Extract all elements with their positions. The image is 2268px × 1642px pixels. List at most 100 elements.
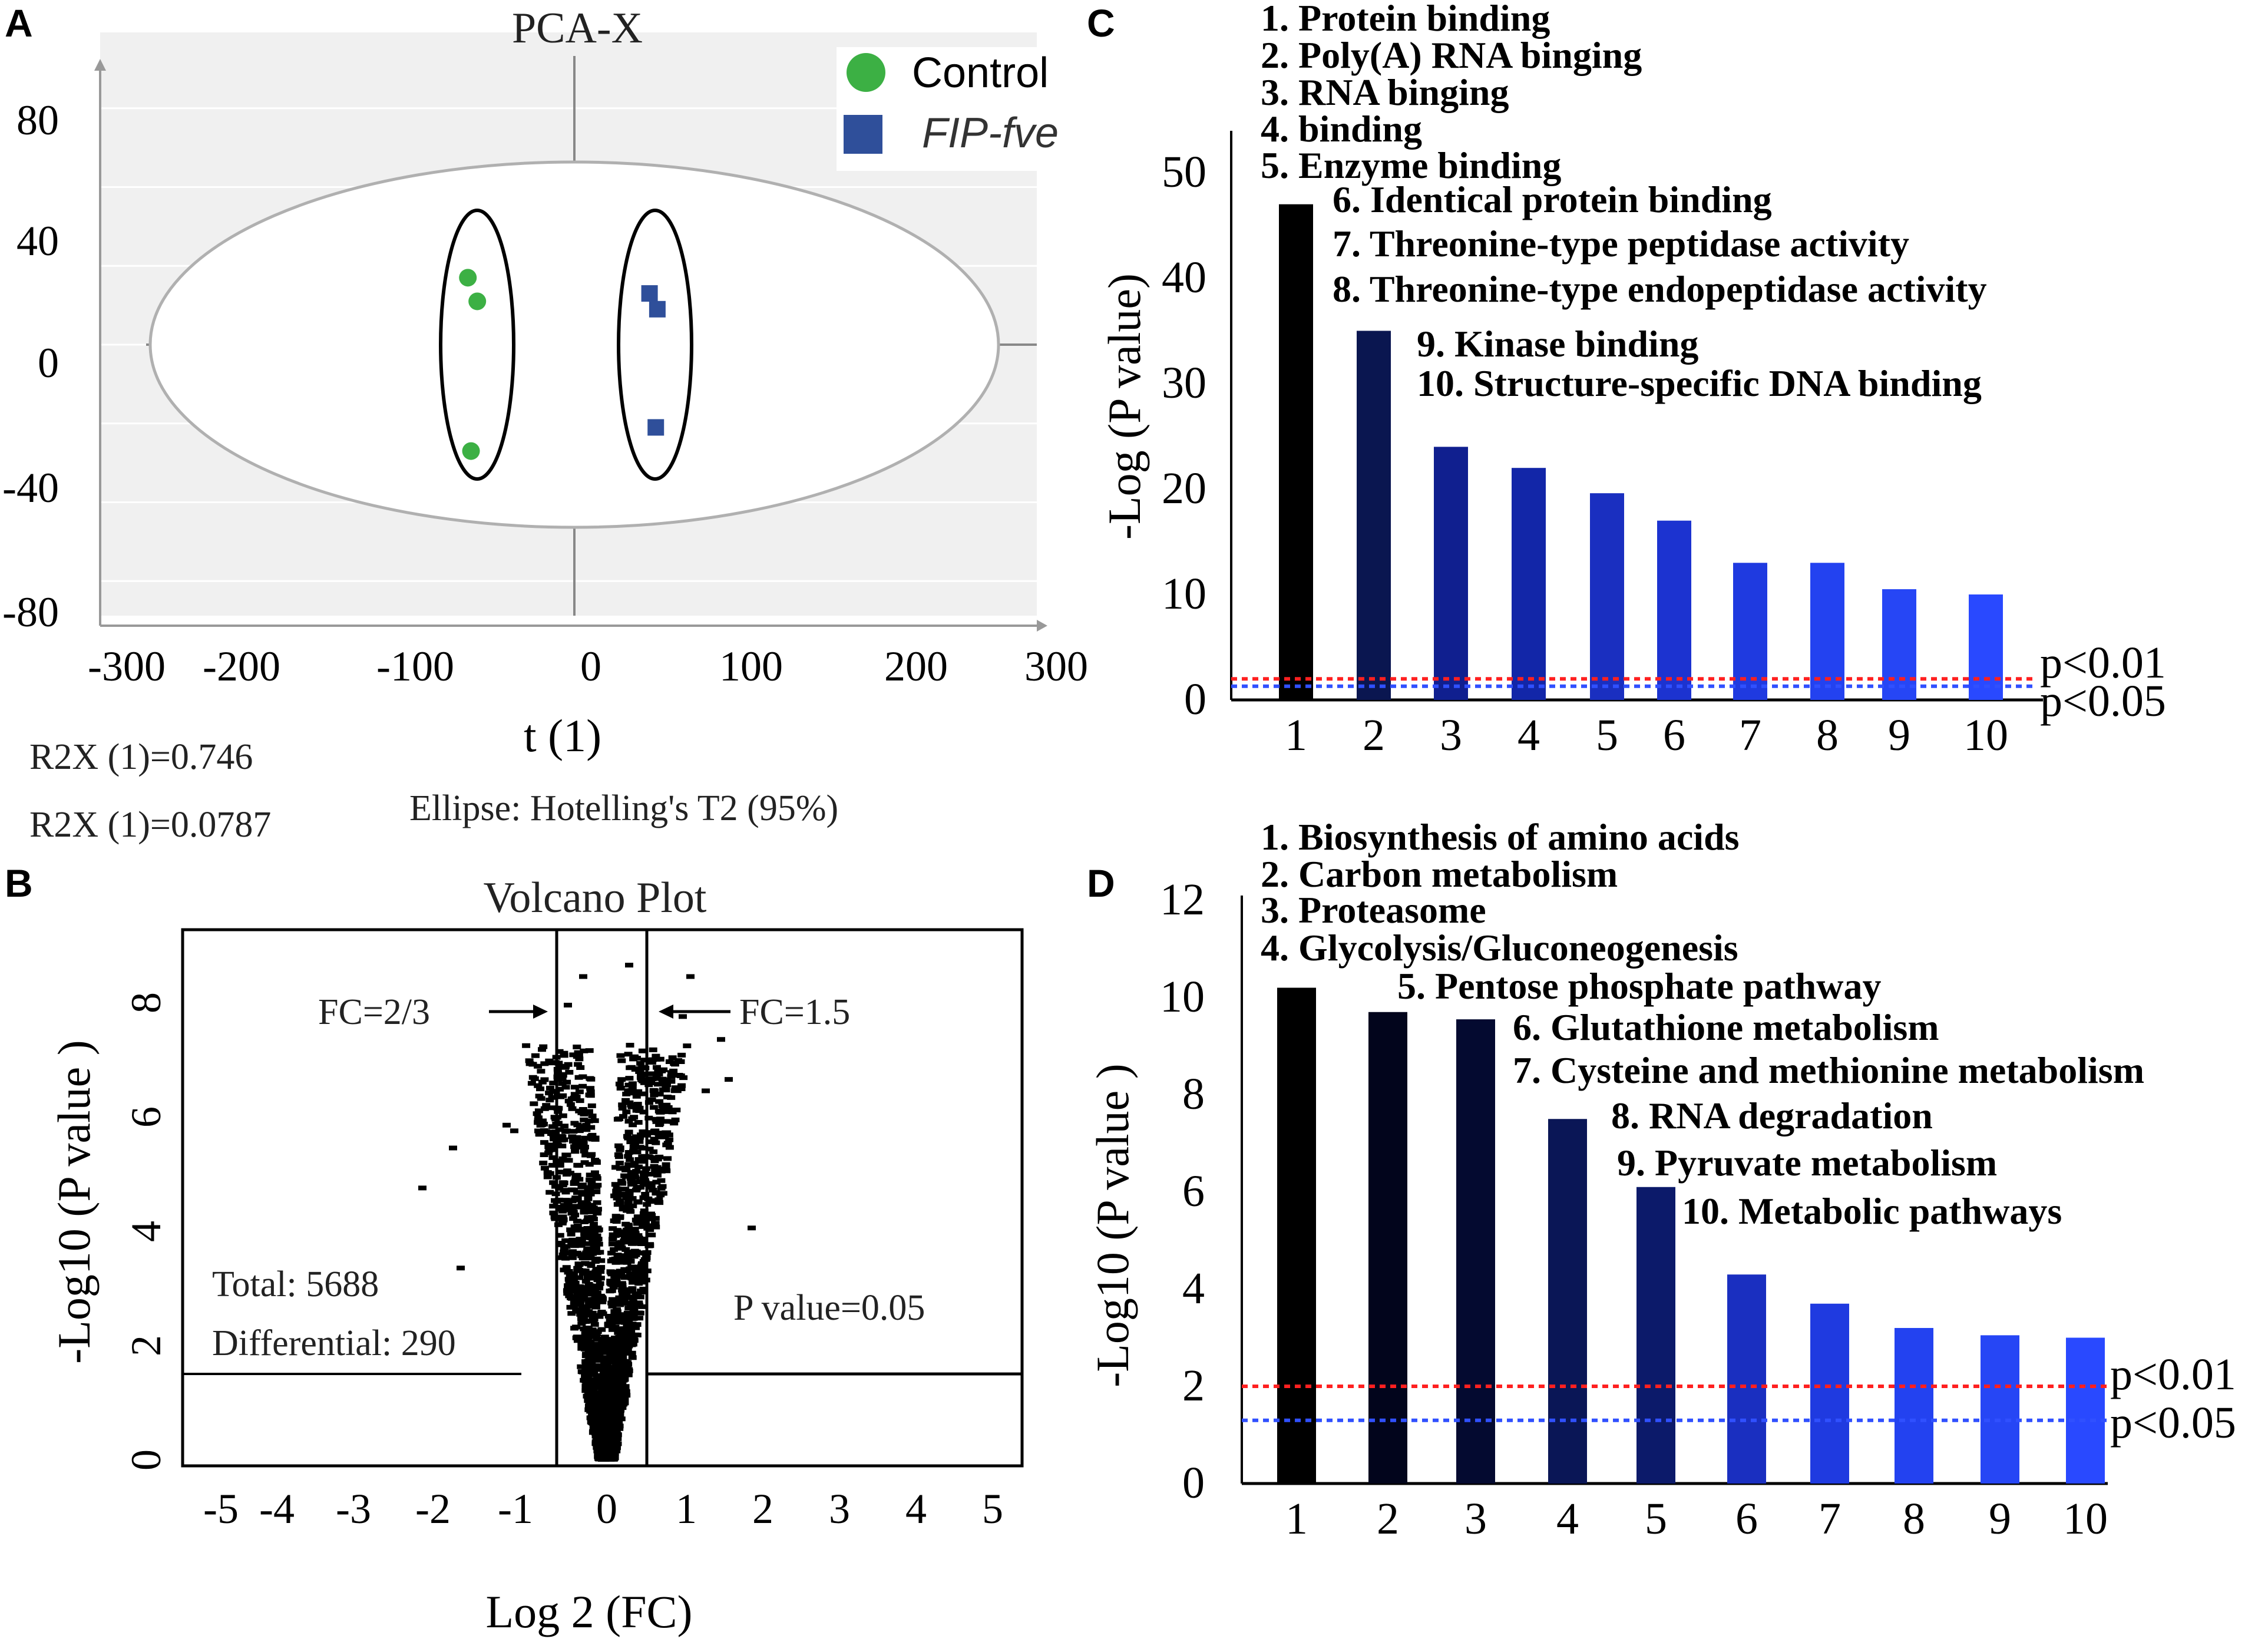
kegg-y-tick: 6 [1182,1167,1205,1216]
pca-chart: PCA-X -300 -200 -100 0 100 200 30080400-40-80 … [2,4,1088,845]
pca-point-control [462,442,480,460]
go-threshold-label: p<0.05 [2040,676,2166,726]
go-y-label: -Log (P value) [1099,273,1150,540]
volcano-x-tick: -3 [336,1485,371,1532]
go-y-tick: 0 [1184,675,1206,724]
pvalue-label: P value=0.05 [733,1288,925,1328]
go-bar [1357,331,1391,700]
kegg-x-tick: 10 [2063,1494,2108,1544]
go-term-label: 8. Threonine-type endopeptidase activity [1333,268,1987,310]
volcano-y-tick: 8 [123,992,170,1013]
go-term-label: 1. Protein binding [1261,0,1550,39]
volcano-x-tick: 4 [905,1485,927,1532]
fc-high-arrowhead-icon [659,1005,673,1019]
go-bar [1590,493,1624,700]
kegg-term-label: 9. Pyruvate metabolism [1617,1142,1997,1184]
volcano-x-tick: 5 [982,1485,1003,1532]
pca-point-control [459,269,477,287]
volcano-frame [181,928,1024,1468]
go-bar [1434,447,1468,700]
pca-y-tick: 40 [16,217,59,265]
go-term-label: 3. RNA binging [1261,71,1509,113]
go-x-tick: 3 [1440,711,1462,760]
volcano-y-tick: 4 [123,1221,170,1242]
pca-x-tick: 100 [719,643,783,690]
volcano-x-tick: -1 [498,1485,533,1532]
kegg-y-tick: 2 [1182,1361,1205,1410]
go-y-tick: 50 [1162,147,1206,197]
go-threshold-label: p<0.01 [2040,638,2166,688]
kegg-y-tick: 4 [1182,1264,1205,1313]
kegg-x-tick: 1 [1285,1494,1308,1544]
kegg-threshold-label: p<0.05 [2110,1398,2236,1448]
go-x-tick: 1 [1285,711,1307,760]
panel-label-d: D [1087,861,1115,905]
pca-x-tick: 200 [884,643,948,690]
go-bar [1512,468,1546,700]
pca-y-arrow-icon [94,59,106,71]
go-y-tick: 30 [1162,358,1206,408]
volcano-x-tick: 1 [676,1485,697,1532]
fc-high-label: FC=1.5 [739,992,850,1032]
go-x-tick: 8 [1816,711,1839,760]
kegg-bar [1727,1274,1766,1484]
kegg-x-tick: 7 [1819,1494,1841,1544]
treatment-group-ellipse [617,209,693,481]
go-term-label: 2. Poly(A) RNA binging [1261,34,1642,76]
volcano-y-tick: 0 [123,1449,170,1471]
volcano-x-tick: 3 [829,1485,850,1532]
kegg-x-tick: 2 [1377,1494,1399,1544]
pca-y-tick: 0 [38,339,59,386]
kegg-threshold-label: p<0.01 [2110,1350,2236,1399]
volcano-x-label: Log 2 (FC) [486,1586,693,1637]
kegg-term-label: 5. Pentose phosphate pathway [1397,965,1881,1007]
go-x-tick: 2 [1363,711,1385,760]
kegg-bar [1810,1303,1849,1484]
legend-control-marker [847,53,885,92]
pca-point-control [468,292,487,310]
kegg-y-label: -Log10 (P value ) [1087,1063,1138,1387]
pca-point-treatment [649,300,666,318]
pca-point-treatment [647,419,664,436]
volcano-x-tick: -2 [415,1485,451,1532]
go-x-tick: 5 [1596,711,1618,760]
kegg-bar [2066,1337,2105,1484]
kegg-bar [1981,1335,2019,1484]
volcano-x-tick: 0 [596,1485,617,1532]
legend-control-label: Control [912,49,1049,97]
pca-x-tick: -200 [203,643,280,690]
go-bar [1882,589,1916,700]
go-term-label: 4. binding [1261,108,1422,150]
kegg-x-tick: 5 [1645,1494,1667,1544]
control-group-ellipse [439,209,515,481]
panel-label-c: C [1087,1,1115,45]
go-term-label: 5. Enzyme binding [1261,144,1561,186]
go-term-label: 6. Identical protein binding [1333,179,1772,220]
hotelling-ellipse [148,160,1000,529]
pca-ellipse-note: Ellipse: Hotelling's T2 (95%) [409,788,838,828]
kegg-term-label: 1. Biosynthesis of amino acids [1261,816,1740,858]
kegg-bar [1368,1012,1407,1484]
kegg-x-tick: 4 [1556,1494,1579,1544]
kegg-bar [1895,1328,1933,1484]
pca-x-arrow-icon [1037,620,1047,632]
kegg-bar [1636,1187,1675,1484]
kegg-y-tick: 0 [1182,1458,1205,1508]
kegg-x-tick: 6 [1735,1494,1758,1544]
fc-low-arrowhead-icon [533,1005,548,1019]
go-bar-chart: p<0.01p<0.05 1 2 3 4 5 6 7 8 9 10 0 10 20 30 40 50 1. P… [1099,0,2166,760]
volcano-y-label: -Log10 (P value ) [48,1040,100,1363]
legend-treatment-label: FIP-fve [922,110,1059,157]
go-bar [1969,594,2003,700]
kegg-term-label: 4. Glycolysis/Gluconeogenesis [1261,927,1738,969]
go-term-label: 10. Structure-specific DNA binding [1417,362,1982,404]
go-term-label: 9. Kinase binding [1417,323,1698,365]
differential-proteins-label: Differential: 290 [212,1323,456,1363]
volcano-proteins [418,963,756,1462]
go-bar [1279,204,1313,700]
kegg-bar [1456,1019,1495,1484]
pca-y-tick: -80 [2,589,59,636]
volcano-y-tick: 2 [123,1335,170,1356]
